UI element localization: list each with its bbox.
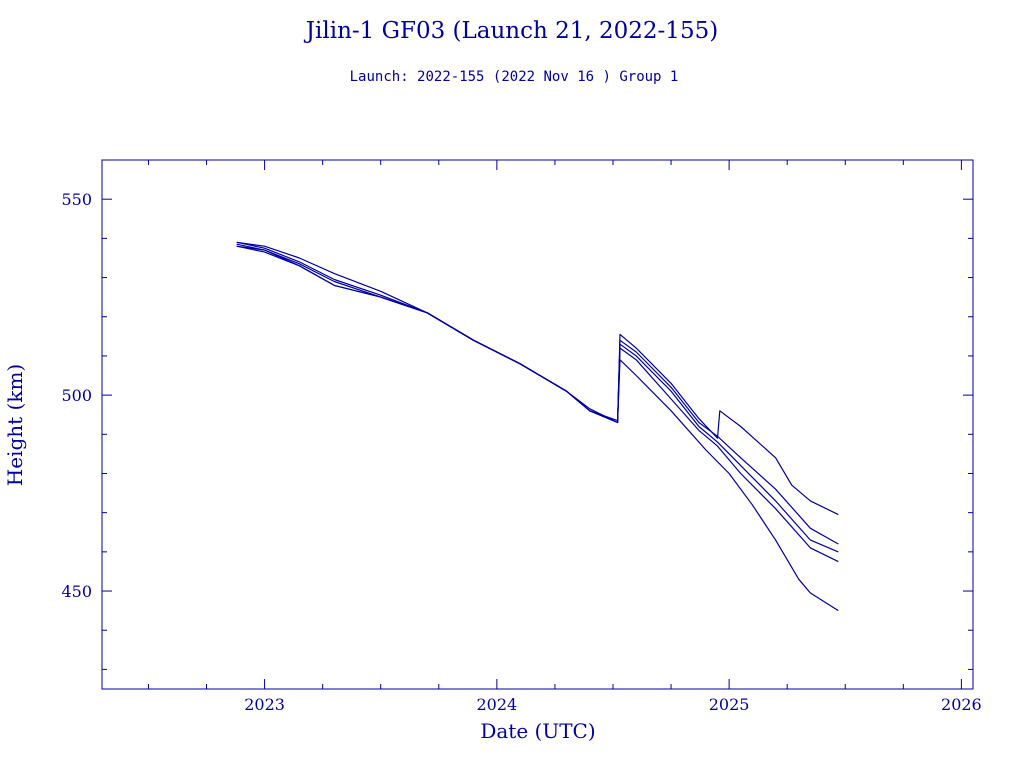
series-line-2	[236, 243, 839, 553]
x-axis-label: Date (UTC)	[480, 719, 595, 743]
y-tick-label: 500	[61, 386, 92, 405]
x-tick-label: 2026	[941, 695, 982, 714]
chart-subtitle: Launch: 2022-155 (2022 Nov 16 ) Group 1	[350, 69, 679, 85]
chart-title: Jilin-1 GF03 (Launch 21, 2022-155)	[304, 18, 718, 44]
series-line-5	[236, 241, 839, 516]
series-line-4	[236, 245, 839, 612]
axis-ticks	[102, 159, 973, 689]
x-tick-label: 2025	[709, 695, 750, 714]
y-tick-label: 550	[61, 190, 92, 209]
tick-labels: 2023 2024 2025 2026 450 500 550	[61, 190, 981, 714]
x-tick-label: 2024	[476, 695, 517, 714]
plot-frame	[101, 159, 974, 690]
y-tick-label: 450	[61, 582, 92, 601]
series-line-3	[236, 245, 839, 563]
series-group	[236, 241, 839, 612]
y-axis-label: Height (km)	[3, 364, 27, 486]
x-tick-label: 2023	[244, 695, 285, 714]
